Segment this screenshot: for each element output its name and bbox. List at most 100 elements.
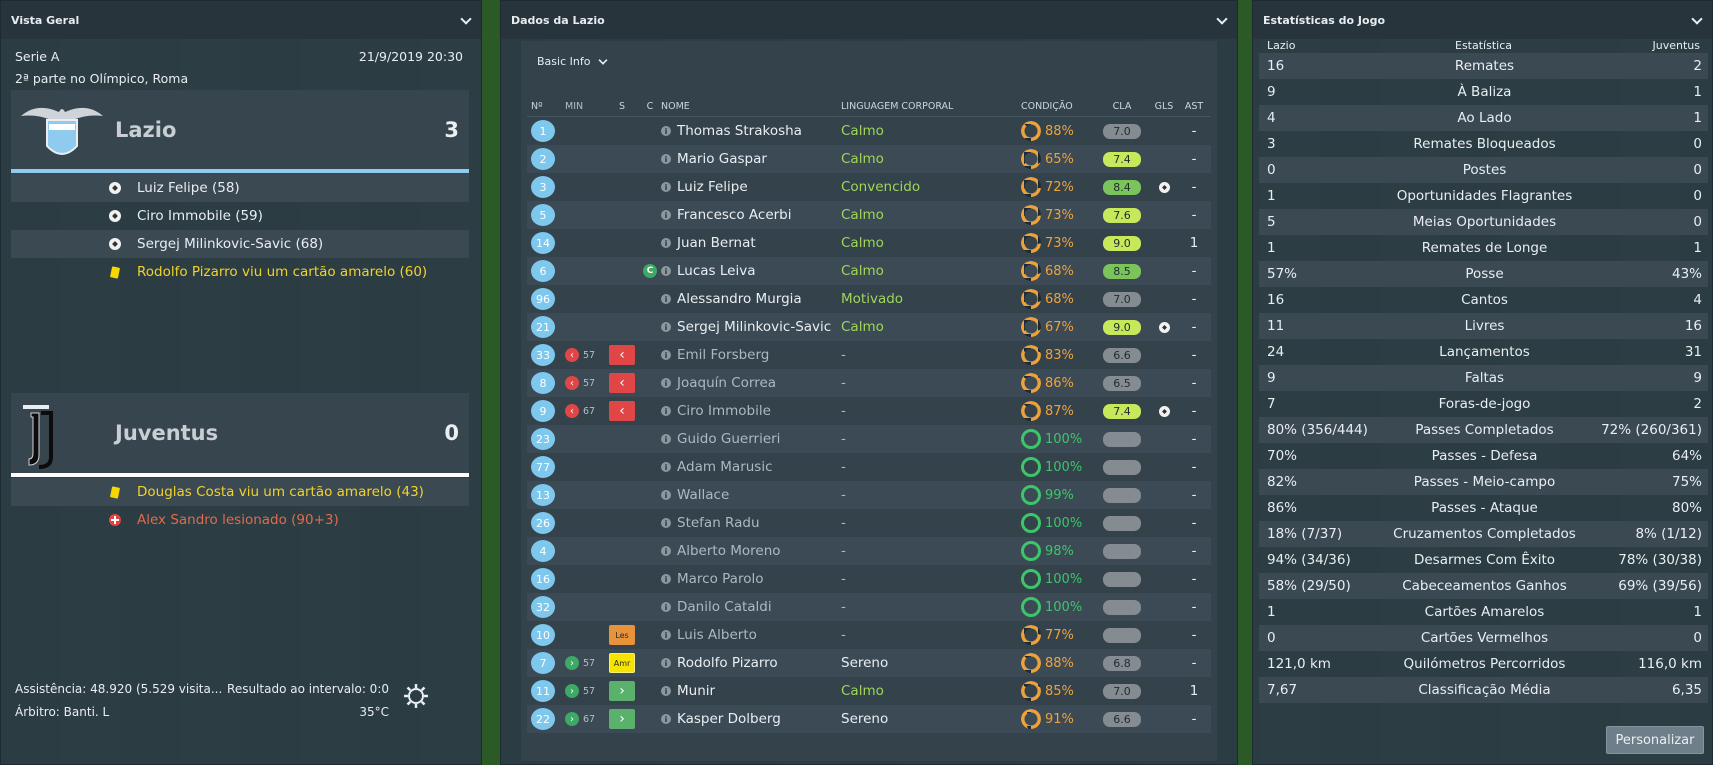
player-name[interactable]: Sergej Milinkovic-Savic — [677, 319, 832, 335]
cell-name[interactable]: i Juan Bernat — [661, 235, 841, 251]
player-name[interactable]: Ciro Immobile — [677, 403, 771, 419]
table-row[interactable]: 16 i Marco Parolo - 100% - - — [527, 565, 1211, 593]
col-ast[interactable]: AST — [1184, 101, 1204, 112]
sub-off-button[interactable]: ‹ — [609, 373, 635, 393]
table-row[interactable]: 3 i Luiz Felipe Convencido 72% 8.4 - — [527, 173, 1211, 201]
cell-name[interactable]: i Guido Guerrieri — [661, 431, 841, 447]
info-icon[interactable]: i — [661, 182, 671, 192]
col-name[interactable]: NOME — [661, 101, 690, 112]
table-row[interactable]: 77 i Adam Marusic - 100% - - — [527, 453, 1211, 481]
sub-off-button[interactable]: ‹ — [609, 401, 635, 421]
player-name[interactable]: Thomas Strakosha — [677, 123, 802, 139]
col-c[interactable]: C — [646, 101, 654, 112]
player-name[interactable]: Juan Bernat — [677, 235, 756, 251]
chevron-down-icon[interactable] — [1217, 15, 1227, 25]
player-name[interactable]: Adam Marusic — [677, 459, 773, 475]
cell-name[interactable]: i Rodolfo Pizarro — [661, 655, 841, 671]
sub-on-button[interactable]: › — [609, 681, 635, 701]
info-icon[interactable]: i — [661, 266, 671, 276]
cell-name[interactable]: i Sergej Milinkovic-Savic — [661, 319, 841, 335]
player-name[interactable]: Alberto Moreno — [677, 543, 781, 559]
info-icon[interactable]: i — [661, 126, 671, 136]
player-name[interactable]: Luis Alberto — [677, 627, 757, 643]
table-row[interactable]: 14 i Juan Bernat Calmo 73% 9.0 1 — [527, 229, 1211, 257]
table-row[interactable]: 33 ‹ 57 ‹ i Emil Forsberg - 83% 6.6 - — [527, 341, 1211, 369]
event-item[interactable]: Ciro Immobile (59) — [11, 202, 469, 230]
event-item[interactable]: Alex Sandro lesionado (90+3) — [11, 506, 469, 534]
table-row[interactable]: 23 i Guido Guerrieri - 100% - - — [527, 425, 1211, 453]
cell-name[interactable]: i Joaquín Correa — [661, 375, 841, 391]
cell-name[interactable]: i Lucas Leiva — [661, 263, 841, 279]
info-icon[interactable]: i — [661, 714, 671, 724]
player-name[interactable]: Mario Gaspar — [677, 151, 767, 167]
cell-name[interactable]: i Mario Gaspar — [661, 151, 841, 167]
cell-name[interactable]: i Kasper Dolberg — [661, 711, 841, 727]
info-icon[interactable]: i — [661, 378, 671, 388]
info-icon[interactable]: i — [661, 546, 671, 556]
info-icon[interactable]: i — [661, 154, 671, 164]
table-row[interactable]: 1 i Thomas Strakosha Calmo 88% 7.0 - — [527, 117, 1211, 145]
player-name[interactable]: Joaquín Correa — [677, 375, 777, 391]
squad-header[interactable]: Dados da Lazio — [501, 1, 1237, 39]
info-icon[interactable]: i — [661, 658, 671, 668]
cell-name[interactable]: i Alberto Moreno — [661, 543, 841, 559]
table-row[interactable]: 13 i Wallace - 99% - - — [527, 481, 1211, 509]
away-team-row[interactable]: Juventus 0 — [11, 393, 469, 477]
chevron-down-icon[interactable] — [461, 15, 471, 25]
info-icon[interactable]: i — [661, 462, 671, 472]
table-row[interactable]: 26 i Stefan Radu - 100% - - — [527, 509, 1211, 537]
player-name[interactable]: Rodolfo Pizarro — [677, 655, 778, 671]
overview-header[interactable]: Vista Geral — [1, 1, 481, 39]
cell-name[interactable]: i Adam Marusic — [661, 459, 841, 475]
info-icon[interactable]: i — [661, 210, 671, 220]
table-row[interactable]: 9 ‹ 67 ‹ i Ciro Immobile - 87% 7.4 - — [527, 397, 1211, 425]
col-min[interactable]: MIN — [565, 101, 584, 112]
player-name[interactable]: Wallace — [677, 487, 730, 503]
table-row[interactable]: 96 i Alessandro Murgia Motivado 68% 7.0 - — [527, 285, 1211, 313]
player-name[interactable]: Luiz Felipe — [677, 179, 748, 195]
cell-name[interactable]: i Stefan Radu — [661, 515, 841, 531]
sub-off-button[interactable]: ‹ — [609, 345, 635, 365]
col-cla[interactable]: CLA — [1112, 101, 1132, 112]
table-row[interactable]: 8 ‹ 57 ‹ i Joaquín Correa - 86% 6.5 - — [527, 369, 1211, 397]
table-row[interactable]: 32 i Danilo Cataldi - 100% - - — [527, 593, 1211, 621]
sub-on-button[interactable]: › — [609, 709, 635, 729]
player-name[interactable]: Stefan Radu — [677, 515, 760, 531]
info-icon[interactable]: i — [661, 406, 671, 416]
home-team-row[interactable]: Lazio 3 — [11, 90, 469, 174]
cell-name[interactable]: i Marco Parolo — [661, 571, 841, 587]
col-gls[interactable]: GLS — [1154, 101, 1174, 112]
info-icon[interactable]: i — [661, 434, 671, 444]
event-item[interactable]: Sergej Milinkovic-Savic (68) — [11, 230, 469, 258]
cell-name[interactable]: i Wallace — [661, 487, 841, 503]
info-icon[interactable]: i — [661, 322, 671, 332]
col-lang[interactable]: LINGUAGEM CORPORAL — [841, 101, 954, 112]
event-item[interactable]: Luiz Felipe (58) — [11, 174, 469, 202]
col-cond[interactable]: CONDIÇÃO — [1021, 101, 1073, 112]
cell-name[interactable]: i Alessandro Murgia — [661, 291, 841, 307]
col-s[interactable]: S — [618, 101, 626, 112]
info-icon[interactable]: i — [661, 518, 671, 528]
cell-name[interactable]: i Danilo Cataldi — [661, 599, 841, 615]
player-name[interactable]: Guido Guerrieri — [677, 431, 781, 447]
info-icon[interactable]: i — [661, 630, 671, 640]
player-name[interactable]: Danilo Cataldi — [677, 599, 772, 615]
view-select[interactable]: Basic Info — [537, 49, 608, 73]
col-no[interactable]: Nº — [531, 101, 543, 112]
player-name[interactable]: Lucas Leiva — [677, 263, 756, 279]
table-row[interactable]: 5 i Francesco Acerbi Calmo 73% 7.6 - — [527, 201, 1211, 229]
info-icon[interactable]: i — [661, 602, 671, 612]
cell-name[interactable]: i Luis Alberto — [661, 627, 841, 643]
cell-name[interactable]: i Francesco Acerbi — [661, 207, 841, 223]
info-icon[interactable]: i — [661, 686, 671, 696]
info-icon[interactable]: i — [661, 350, 671, 360]
stats-header[interactable]: Estatísticas do Jogo — [1253, 1, 1712, 39]
player-name[interactable]: Kasper Dolberg — [677, 711, 781, 727]
cell-name[interactable]: i Munir — [661, 683, 841, 699]
table-row[interactable]: 10 Les i Luis Alberto - 77% - - — [527, 621, 1211, 649]
event-item[interactable]: Rodolfo Pizarro viu um cartão amarelo (6… — [11, 258, 469, 286]
info-icon[interactable]: i — [661, 238, 671, 248]
event-item[interactable]: Douglas Costa viu um cartão amarelo (43) — [11, 478, 469, 506]
table-row[interactable]: 4 i Alberto Moreno - 98% - - — [527, 537, 1211, 565]
table-row[interactable]: 7 › 57 Amr i Rodolfo Pizarro Sereno 88% 6.8 - — [527, 649, 1211, 677]
